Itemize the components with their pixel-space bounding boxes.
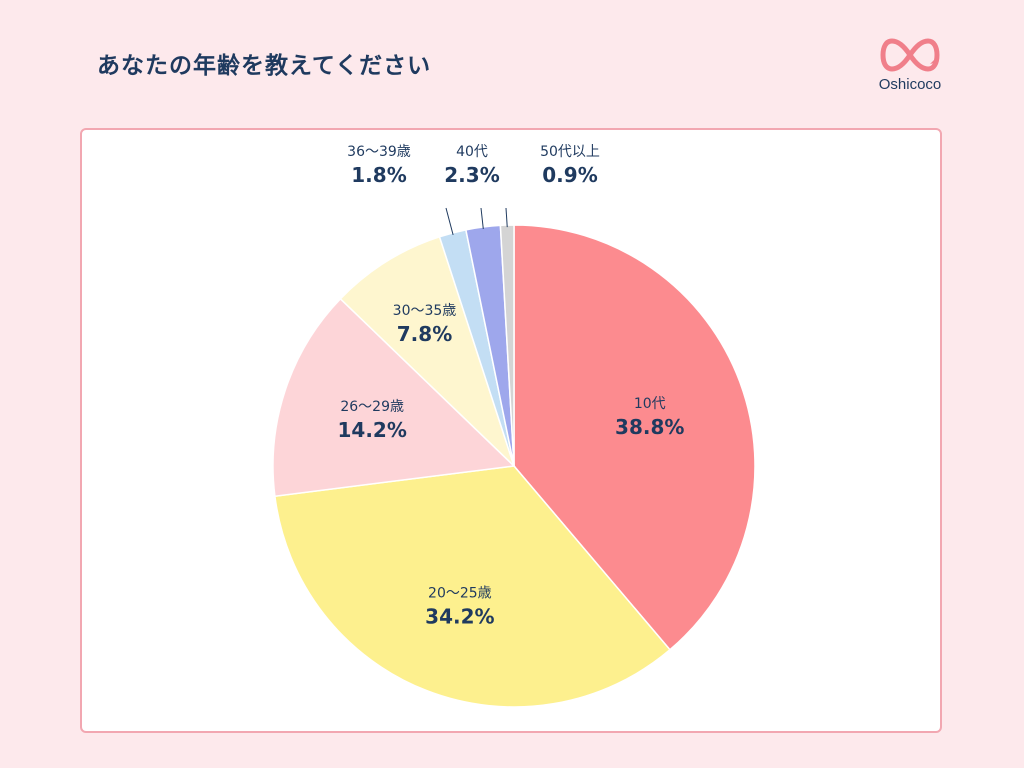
pie-slice bbox=[339, 235, 515, 467]
slice-value-label: 1.8% bbox=[351, 163, 406, 187]
leader-line bbox=[505, 207, 508, 228]
slice-value-label: 14.2% bbox=[337, 418, 406, 442]
pie-slice bbox=[272, 297, 516, 498]
pie-chart: 10代 38.8% 20〜25歳 34.2% 26〜29歳 14.2% 30〜35歳 7.8%… bbox=[272, 144, 756, 708]
slice-value-label: 38.8% bbox=[615, 415, 684, 439]
slice-label: 50代以上 bbox=[540, 144, 600, 160]
pie-slice bbox=[513, 224, 756, 651]
infinity-heart-icon bbox=[880, 38, 940, 72]
slice-value-label: 0.9% bbox=[542, 163, 597, 187]
logo-text: Oshicoco bbox=[878, 76, 942, 93]
slice-value-label: 2.3% bbox=[444, 163, 499, 187]
slice-label: 26〜29歳 bbox=[340, 399, 404, 415]
slice-value-label: 34.2% bbox=[425, 604, 494, 628]
pie-slice bbox=[274, 465, 671, 708]
leader-line bbox=[480, 207, 484, 230]
slice-label: 36〜39歳 bbox=[347, 144, 411, 160]
brand-logo: Oshicoco bbox=[868, 36, 952, 96]
chart-card: 10代 38.8% 20〜25歳 34.2% 26〜29歳 14.2% 30〜35歳 7.8%… bbox=[80, 128, 942, 733]
slice-label: 30〜35歳 bbox=[393, 303, 457, 319]
slice-value-label: 7.8% bbox=[397, 322, 452, 346]
slice-label: 40代 bbox=[456, 144, 488, 160]
slice-label: 10代 bbox=[634, 396, 666, 412]
slice-label: 20〜25歳 bbox=[428, 585, 492, 601]
page-title: あなたの年齢を教えてください bbox=[97, 53, 432, 79]
leader-line bbox=[445, 207, 454, 236]
